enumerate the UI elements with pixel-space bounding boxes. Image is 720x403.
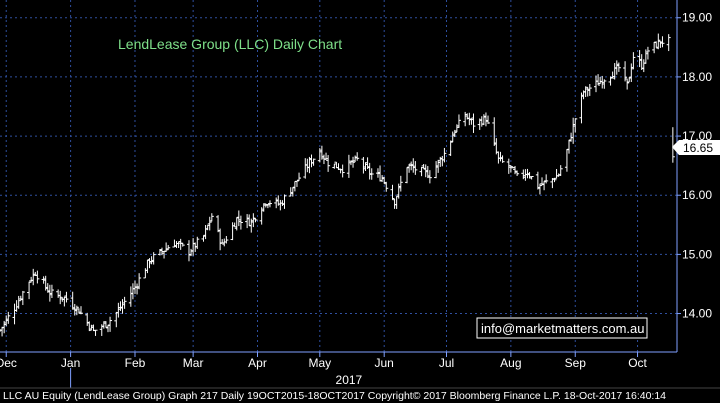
footer-text: LLC AU Equity (LendLease Group) Graph 21…: [3, 390, 666, 402]
price-bar: [16, 295, 21, 309]
y-tick-label: 18.00: [682, 70, 712, 84]
y-tick-label: 14.00: [682, 307, 712, 321]
chart-title: LendLease Group (LLC) Daily Chart: [118, 36, 342, 52]
price-bar: [351, 156, 356, 168]
x-tick-label: Apr: [248, 356, 267, 370]
x-tick-label: Jul: [439, 356, 454, 370]
price-bar: [209, 213, 214, 222]
x-axis-months: Dec Jan Feb Mar Apr May Jun Jul Aug Sep Oct: [0, 352, 648, 388]
price-bar: [78, 306, 83, 315]
price-bars: [0, 33, 675, 337]
x-tick-label: Feb: [125, 356, 146, 370]
price-bar: [631, 52, 636, 70]
price-bar: [207, 216, 212, 231]
price-bar: [20, 290, 25, 306]
last-price-label: 16.65: [683, 141, 713, 155]
price-bar: [656, 33, 661, 50]
price-bar: [537, 183, 542, 195]
price-bar: [93, 329, 98, 336]
price-bar: [442, 147, 447, 163]
price-bar: [108, 316, 113, 332]
y-tick-label: 17.00: [682, 129, 712, 143]
price-bar: [486, 115, 491, 124]
price-bar: [294, 180, 299, 187]
price-bar: [602, 79, 607, 89]
price-bar: [596, 74, 601, 86]
grid-lines: [0, 0, 677, 352]
price-bar: [195, 236, 200, 249]
x-tick-label: Sep: [565, 356, 587, 370]
y-tick-label: 19.00: [682, 11, 712, 25]
price-bar: [390, 184, 395, 200]
price-bar: [180, 242, 185, 247]
contact-box: info@marketmatters.com.au: [476, 317, 648, 339]
price-bar: [558, 165, 563, 176]
contact-email: info@marketmatters.com.au: [481, 321, 644, 336]
price-bar-last: [672, 127, 675, 163]
price-bar: [666, 34, 671, 52]
axes: [0, 0, 678, 353]
price-bar: [369, 168, 374, 180]
price-bar: [625, 78, 630, 90]
last-price-tag: 16.65: [672, 140, 720, 155]
x-tick-label: Jan: [61, 356, 80, 370]
x-tick-label: Jun: [375, 356, 394, 370]
price-bar: [122, 296, 127, 309]
price-bar: [355, 152, 360, 161]
price-bar: [515, 170, 520, 177]
x-tick-label: May: [308, 356, 331, 370]
price-bar: [623, 61, 628, 82]
price-bar: [297, 172, 302, 181]
price-bar: [398, 175, 403, 192]
price-bar: [326, 155, 331, 172]
x-tick-label: Dec: [0, 356, 17, 370]
y-tick-label: 15.00: [682, 247, 712, 261]
price-bar: [238, 215, 243, 230]
price-bar: [137, 273, 142, 290]
price-bar: [645, 46, 650, 60]
price-bar: [456, 114, 461, 128]
year-label: 2017: [336, 373, 363, 387]
price-bar: [413, 161, 418, 175]
price-bar: [544, 174, 549, 184]
price-bar: [500, 155, 505, 163]
price-bar: [384, 181, 389, 192]
price-bar: [251, 213, 256, 228]
price-bar: [151, 252, 156, 265]
price-bar: [35, 270, 40, 284]
price-bar: [253, 218, 258, 223]
price-bar: [6, 311, 11, 324]
y-tick-label: 16.00: [682, 188, 712, 202]
price-bar: [529, 175, 534, 180]
price-bar: [660, 36, 665, 48]
price-bar: [267, 200, 272, 208]
contact-box-frame: [476, 317, 648, 339]
price-bar: [573, 118, 578, 133]
price-bar: [587, 84, 592, 96]
y-axis-ticks: 14.00 15.00 16.00 17.00 18.00 19.00: [677, 11, 712, 321]
price-bar: [552, 177, 557, 183]
x-tick-label: Aug: [500, 356, 521, 370]
price-bar: [508, 165, 513, 173]
price-bar: [74, 305, 79, 316]
x-tick-label: Oct: [628, 356, 647, 370]
x-tick-label: Mar: [183, 356, 204, 370]
price-bar: [64, 291, 69, 303]
last-price-pointer: [672, 140, 720, 155]
price-bar: [471, 113, 476, 133]
price-bar: [452, 129, 457, 138]
price-bar: [616, 62, 621, 72]
price-bar: [49, 284, 54, 299]
price-bar: [340, 164, 345, 178]
price-bar: [224, 235, 229, 244]
price-bar: [282, 194, 287, 209]
price-bar: [427, 170, 432, 184]
price-bar: [166, 245, 171, 251]
price-bar: [311, 158, 316, 166]
